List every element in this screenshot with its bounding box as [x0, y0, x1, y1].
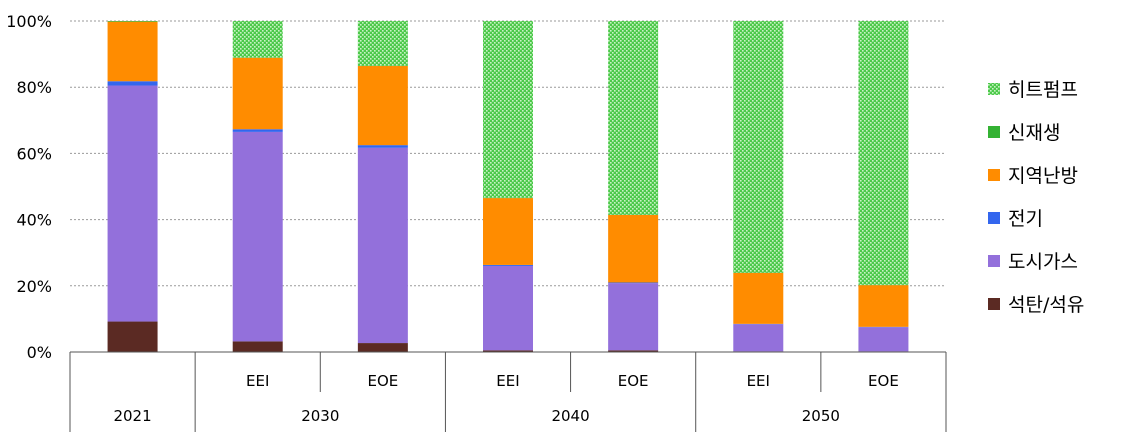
bar-segment-3-3 [483, 198, 533, 265]
bar-segment-2-1 [232, 129, 283, 132]
bar-segment-5-3 [483, 21, 533, 198]
bar-segment-2-2 [357, 145, 408, 148]
bar-segment-3-6 [858, 285, 909, 327]
bar-segment-0-1 [232, 341, 283, 352]
x-group-label: 2050 [802, 407, 840, 425]
legend-swatch [988, 255, 1000, 267]
bar-segment-3-1 [232, 57, 283, 130]
bar-segment-5-1 [232, 21, 283, 58]
x-axis: 2021 EEI EOE 2030 EEI EOE 2040 EEI EOE 2050 [69, 351, 947, 432]
x-subcategory-label: EOE [618, 372, 649, 390]
bar-segment-5-6 [858, 21, 909, 285]
x-subcategory-label: EOE [868, 372, 899, 390]
bar-segment-0-2 [357, 343, 408, 352]
legend-swatch [988, 212, 1000, 224]
bar-segment-0-3 [483, 350, 533, 352]
legend-swatch [988, 126, 1000, 138]
legend-label: 도시가스 [1008, 251, 1078, 273]
bar-segment-4-0 [107, 21, 158, 22]
x-subcategory-label: EEI [496, 372, 519, 390]
x-subcategory-label: EEI [747, 372, 770, 390]
y-tick-label: 80% [16, 78, 52, 97]
bar-segment-2-0 [107, 81, 158, 86]
bar-segment-1-4 [608, 283, 659, 351]
y-tick-label: 40% [16, 211, 52, 230]
bar-segment-1-2 [357, 147, 408, 344]
x-subcategory-label: EOE [367, 372, 398, 390]
bar-segment-5-2 [357, 21, 408, 66]
legend-label: 전기 [1008, 208, 1043, 230]
bars [107, 21, 909, 352]
y-axis-tick-labels: 0% 20% 40% 60% 80% 100% [6, 12, 52, 362]
x-subcategory-label: EEI [246, 372, 269, 390]
bar-segment-0-4 [608, 350, 659, 352]
bar-segment-3-5 [733, 272, 784, 324]
bar-segment-1-0 [107, 85, 158, 322]
bar-segment-5-5 [733, 21, 784, 273]
x-group-label: 2040 [551, 407, 589, 425]
bar-segment-5-4 [608, 21, 659, 215]
bar-segment-1-5 [733, 324, 784, 352]
x-group-label: 2030 [301, 407, 339, 425]
bar-segment-1-1 [232, 131, 283, 342]
bar-segment-0-0 [107, 321, 158, 352]
bar-segment-2-4 [608, 282, 659, 284]
y-tick-label: 20% [16, 277, 52, 296]
bar-segment-1-3 [483, 265, 533, 351]
y-tick-label: 60% [16, 144, 52, 163]
y-tick-label: 0% [27, 343, 52, 362]
legend-swatch [988, 83, 1000, 95]
bar-segment-2-3 [483, 264, 533, 266]
y-tick-label: 100% [6, 12, 52, 31]
bar-segment-3-2 [357, 66, 408, 146]
legend-label: 지역난방 [1008, 165, 1078, 187]
bar-segment-3-4 [608, 214, 659, 283]
legend-label: 신재생 [1008, 122, 1060, 144]
x-group-label: 2021 [113, 407, 151, 425]
legend-swatch [988, 298, 1000, 310]
legend-swatch [988, 169, 1000, 181]
legend-label: 히트펌프 [1008, 79, 1078, 101]
bar-segment-1-6 [858, 327, 909, 352]
bar-segment-3-0 [107, 21, 158, 82]
legend-label: 석탄/석유 [1008, 294, 1084, 316]
